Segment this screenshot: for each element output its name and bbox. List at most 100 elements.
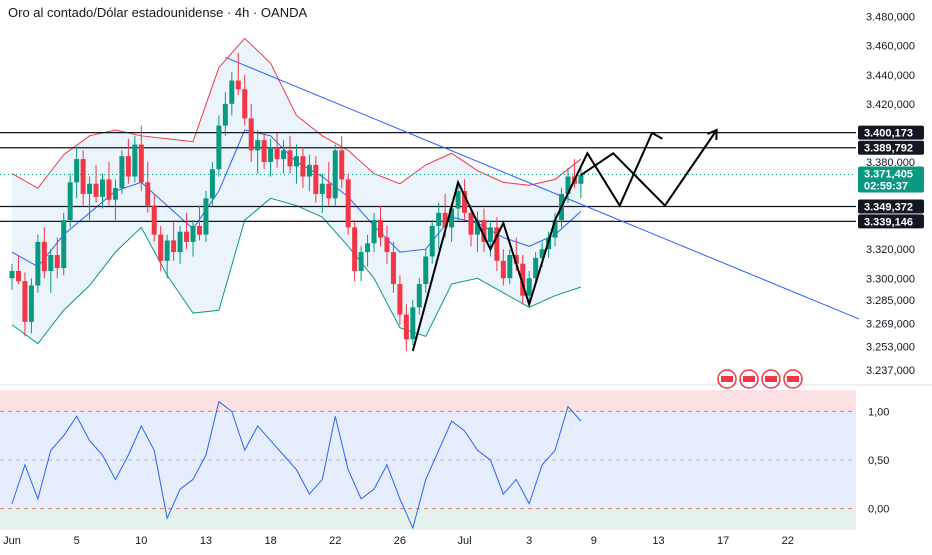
- candle-body: [177, 231, 183, 253]
- bb-lower-line: [11, 197, 582, 345]
- candle-body: [326, 183, 332, 199]
- candle-body: [371, 220, 377, 244]
- candle-body: [248, 118, 254, 151]
- time-tick-label: 10: [135, 535, 147, 547]
- candle-body: [274, 147, 280, 160]
- price-tick-label: 3.237,000: [866, 365, 915, 377]
- level-price-tag: 3.389,792: [864, 143, 913, 155]
- price-tick-label: 3.460,000: [866, 41, 915, 53]
- candle-body: [203, 198, 209, 235]
- candle-body: [242, 89, 248, 119]
- time-tick-label: Jul: [458, 535, 472, 547]
- time-tick-label: 13: [200, 535, 212, 547]
- osc-overbought-zone: [0, 390, 856, 412]
- candle-body: [390, 252, 396, 285]
- candle-body: [281, 150, 287, 160]
- candle-body: [468, 212, 474, 235]
- level-price-tag-bg: [858, 199, 924, 214]
- trendline: [225, 56, 860, 320]
- candle-body: [319, 183, 325, 194]
- candle-body: [462, 191, 468, 213]
- candle-body: [87, 183, 93, 194]
- time-tick-label: 18: [264, 535, 276, 547]
- candle-body: [300, 156, 306, 177]
- candle-body: [345, 179, 351, 228]
- candle-body: [67, 182, 73, 221]
- candle-body: [138, 144, 144, 183]
- candle-body: [423, 256, 429, 285]
- candle-body: [455, 191, 461, 209]
- event-flag-icon: [721, 376, 733, 382]
- candle-body: [397, 284, 403, 315]
- candle-body: [494, 227, 500, 261]
- candle-body: [293, 156, 299, 167]
- oscillator-line: [11, 400, 582, 530]
- candle-body: [365, 243, 371, 253]
- chart-title: Oro al contado/Dólar estadounidense · 4h…: [8, 5, 308, 20]
- candle-body: [196, 225, 202, 235]
- candle-body: [22, 281, 28, 322]
- osc-tick-label: 1,00: [868, 406, 889, 418]
- candle-body: [164, 240, 170, 261]
- candle-body: [352, 227, 358, 271]
- candle-body: [533, 257, 539, 279]
- price-tick-label: 3.380,000: [866, 157, 915, 169]
- event-flag-icon: [743, 376, 755, 382]
- price-tick-label: 3.480,000: [866, 12, 915, 24]
- candle-body: [500, 260, 506, 279]
- candle-body: [474, 220, 480, 235]
- candle-body: [119, 156, 125, 189]
- candle-body: [235, 80, 241, 90]
- candle-body: [526, 278, 532, 296]
- candle-body: [80, 159, 86, 194]
- price-tick-label: 3.253,000: [866, 342, 915, 354]
- candle-body: [190, 225, 196, 242]
- level-price-tag-bg: [858, 214, 924, 229]
- candle-body: [158, 234, 164, 261]
- candle-body: [410, 307, 416, 340]
- candle-body: [132, 144, 138, 177]
- candle-body: [54, 255, 60, 269]
- candle-body: [229, 80, 235, 104]
- current-price-tag-bg: [858, 166, 924, 193]
- price-tick-label: 3.285,000: [866, 295, 915, 307]
- candle-body: [565, 176, 571, 194]
- candle-body: [449, 208, 455, 228]
- time-tick-label: Jun: [3, 535, 21, 547]
- current-price-tag: 3.371,405: [864, 168, 913, 180]
- candle-body: [552, 220, 558, 238]
- candle-body: [171, 240, 177, 253]
- candle-body: [125, 156, 131, 177]
- candle-body: [222, 103, 228, 126]
- candle-body: [209, 169, 215, 199]
- candle-body: [487, 227, 493, 242]
- price-tick-label: 3.440,000: [866, 70, 915, 82]
- candle-body: [261, 140, 267, 162]
- candle-body: [28, 285, 34, 322]
- osc-tick-label: 0,00: [868, 504, 889, 516]
- time-tick-label: 26: [394, 535, 406, 547]
- candle-body: [74, 159, 80, 183]
- candle-body: [332, 150, 338, 199]
- level-price-tag-bg: [858, 125, 924, 140]
- candle-body: [255, 140, 261, 151]
- countdown-tag: 02:59:37: [864, 180, 908, 192]
- event-flag-icon: [765, 376, 777, 382]
- pattern-zigzag: [411, 131, 663, 352]
- candle-body: [216, 125, 222, 170]
- candle-body: [48, 255, 54, 271]
- candle-body: [35, 241, 41, 286]
- time-tick-label: 13: [652, 535, 664, 547]
- candle-body: [268, 147, 274, 162]
- projection-path: [580, 129, 718, 208]
- candle-body: [442, 212, 448, 228]
- candle-body: [287, 150, 293, 167]
- candle-body: [507, 255, 513, 279]
- time-tick-label: 22: [782, 535, 794, 547]
- candle-body: [520, 263, 526, 296]
- candle-body: [106, 179, 112, 200]
- bb-fill: [12, 38, 581, 344]
- osc-oversold-zone: [0, 508, 856, 530]
